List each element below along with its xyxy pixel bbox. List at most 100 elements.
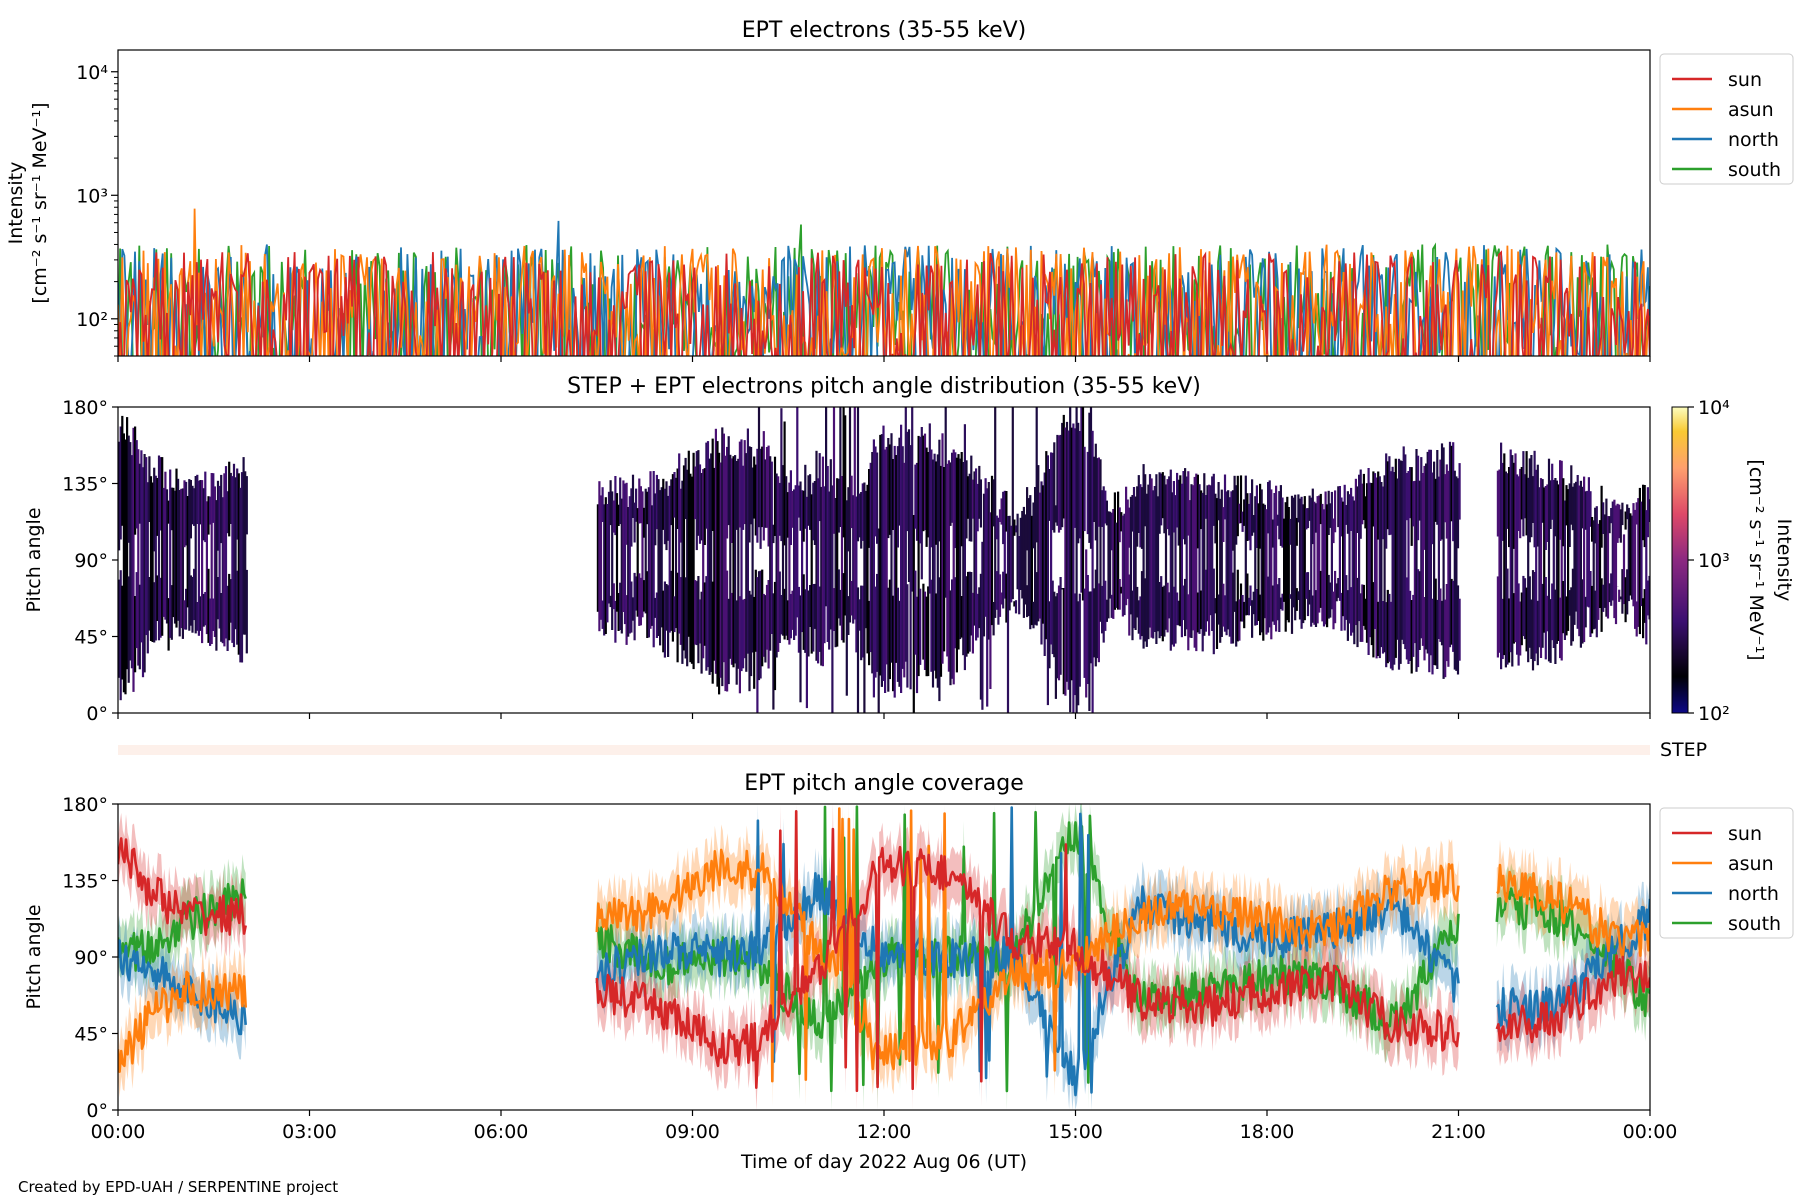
heatmap-cell — [949, 590, 952, 686]
heatmap-cell — [1061, 422, 1064, 528]
heatmap-cell — [917, 435, 920, 677]
heatmap-cell — [737, 458, 740, 669]
heatmap-cell — [1136, 586, 1139, 618]
heatmap-cell — [215, 500, 218, 651]
heatmap-cell — [866, 484, 869, 654]
heatmap-cell — [982, 493, 986, 637]
heatmap-cell — [743, 440, 746, 525]
heatmap-cell — [1029, 495, 1032, 630]
y-tick-label: 135° — [62, 474, 108, 496]
heatmap-cell — [1155, 474, 1158, 644]
heatmap-cell — [161, 457, 164, 636]
heatmap-cell — [1412, 481, 1415, 527]
heatmap-cell — [1035, 572, 1038, 626]
heatmap-cell — [1549, 599, 1552, 663]
heatmap-cell — [809, 585, 812, 627]
heatmap-cell — [706, 441, 710, 668]
heatmap-cell — [1541, 583, 1544, 648]
heatmap-cell — [1452, 442, 1455, 542]
heatmap-cell — [1354, 478, 1357, 626]
heatmap-cell — [1200, 590, 1203, 630]
heatmap-cell — [860, 585, 863, 661]
colorbar-units: [cm⁻² s⁻¹ sr⁻¹ MeV⁻¹] — [1745, 459, 1767, 660]
heatmap-cell — [199, 596, 202, 631]
heatmap-cell — [604, 497, 607, 634]
heatmap-cell — [1319, 570, 1322, 608]
heatmap-cell — [1523, 474, 1527, 519]
heatmap-cell — [1643, 589, 1646, 623]
heatmap-cell — [1375, 477, 1378, 659]
heatmap-cell — [631, 474, 635, 518]
heatmap-cell — [663, 581, 666, 658]
y-tick-label: 10³ — [76, 185, 108, 207]
heatmap-cell — [1222, 583, 1225, 627]
heatmap-cell — [874, 586, 877, 678]
heatmap-cell — [1201, 492, 1204, 652]
heatmap-cell — [1634, 509, 1637, 629]
heatmap-cell — [1212, 568, 1215, 655]
heatmap-cell — [1496, 470, 1499, 537]
heatmap-cell — [791, 491, 794, 528]
heatmap-cell — [1356, 577, 1359, 648]
heatmap-cell — [1415, 449, 1418, 672]
heatmap-cell — [1270, 489, 1273, 640]
heatmap-cell — [1589, 571, 1592, 637]
heatmap-cell — [625, 482, 628, 545]
heatmap-cell — [871, 452, 874, 674]
heatmap-cell — [975, 468, 978, 641]
heatmap-cell — [1077, 422, 1080, 544]
heatmap-cell — [1241, 595, 1244, 622]
heatmap-cell — [906, 584, 909, 688]
heatmap-cell — [1070, 427, 1073, 681]
heatmap-cell — [1065, 421, 1069, 682]
heatmap-cell — [1453, 470, 1456, 670]
heatmap-cell — [952, 449, 955, 685]
heatmap-cell — [1610, 573, 1613, 606]
heatmap-cell — [611, 491, 614, 630]
heatmap-cell — [1244, 475, 1247, 616]
heatmap-cell — [1101, 490, 1104, 527]
heatmap-cell — [1520, 592, 1523, 646]
heatmap-cell — [1093, 456, 1096, 522]
coverage-x-ticks: 00:00 03:00 06:00 09:00 12:00 15:00 18:00 21:00… — [91, 1110, 1677, 1143]
heatmap-cell — [1440, 600, 1444, 646]
heatmap-cell — [183, 480, 186, 548]
heatmap-cell — [130, 455, 133, 669]
heatmap-cell — [1267, 482, 1270, 534]
heatmap-cell — [1298, 498, 1302, 620]
heatmap-cell — [900, 424, 903, 693]
heatmap-cell — [962, 462, 965, 656]
heatmap-cell — [1385, 453, 1388, 549]
heatmap-cell — [979, 479, 982, 528]
heatmap-cell — [1525, 451, 1528, 536]
heatmap-cell — [1104, 490, 1107, 524]
heatmap-cell — [1512, 462, 1515, 549]
x-tick-label: 15:00 — [1048, 1121, 1103, 1143]
heatmap-cell — [628, 496, 631, 634]
heatmap-cell — [1160, 576, 1163, 637]
heatmap-cell — [194, 476, 197, 634]
heatmap-cell — [898, 437, 901, 526]
heatmap-cell — [727, 598, 730, 685]
heatmap-cell — [662, 478, 665, 530]
heatmap-cell — [1295, 517, 1298, 546]
heatmap-cell — [955, 457, 958, 673]
heatmap-cell — [1204, 495, 1207, 519]
heatmap-cell — [813, 481, 816, 545]
heatmap-cell — [1236, 569, 1239, 642]
heatmap-cell — [1581, 579, 1584, 644]
coverage-line-asun — [595, 807, 1460, 1083]
heatmap-cell — [801, 490, 804, 633]
heatmap-cell — [202, 593, 205, 627]
heatmap-cell — [1622, 534, 1626, 605]
heatmap-cell — [1455, 476, 1458, 671]
heatmap-cell — [665, 481, 668, 551]
heatmap-cell — [615, 493, 619, 612]
heatmap-cell — [1013, 601, 1016, 607]
heatmap-cell — [180, 488, 183, 629]
heatmap-cell — [716, 441, 719, 687]
x-axis-label: Time of day 2022 Aug 06 (UT) — [740, 1151, 1027, 1173]
heatmap-cell — [705, 576, 708, 671]
heatmap-cell — [134, 596, 137, 673]
heatmap-cell — [1329, 503, 1332, 528]
